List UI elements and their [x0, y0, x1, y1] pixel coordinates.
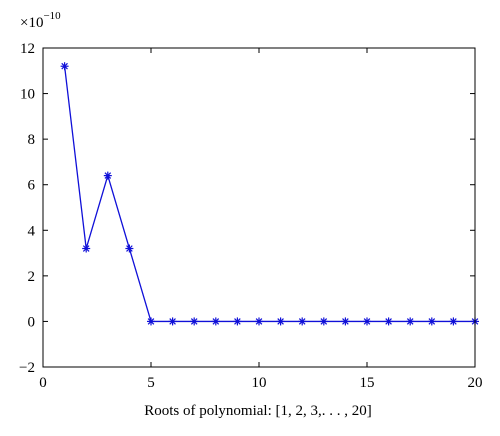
y-multiplier-base: ×10 [20, 15, 43, 31]
data-point [363, 317, 371, 326]
y-tick-label: 2 [28, 269, 36, 285]
data-point [211, 317, 220, 326]
x-axis-label: Roots of polynomial: [1, 2, 3,. . . , 20… [144, 403, 372, 419]
data-point [384, 317, 393, 326]
data-point [168, 317, 177, 326]
data-point [190, 317, 199, 326]
data-point [233, 317, 242, 326]
x-tick-label: 0 [39, 375, 47, 391]
y-tick-label: 4 [28, 223, 36, 239]
y-tick-label: 0 [28, 314, 36, 330]
plot-frame [42, 47, 476, 368]
y-tick-label: −2 [19, 360, 35, 376]
y-axis-multiplier: ×10−10 [20, 10, 61, 31]
data-point [60, 62, 69, 71]
x-tick-label: 5 [147, 375, 155, 391]
y-tick-label: 10 [20, 87, 35, 103]
y-multiplier-exponent: −10 [43, 10, 61, 22]
data-point [406, 317, 415, 326]
data-point [341, 317, 350, 326]
data-point [82, 244, 91, 253]
data-point [125, 244, 134, 253]
y-tick-label: 6 [28, 178, 36, 194]
y-tick-label: 8 [28, 132, 36, 148]
axes-box [42, 47, 476, 368]
x-tick-label: 20 [468, 375, 483, 391]
y-tick-label: 12 [20, 41, 35, 57]
data-point [427, 317, 436, 326]
data-point [147, 317, 155, 326]
data-point [298, 317, 307, 326]
data-point [276, 317, 285, 326]
series [60, 62, 479, 326]
x-tick-label: 10 [252, 375, 267, 391]
x-tick-label: 15 [360, 375, 375, 391]
data-point [319, 317, 328, 326]
data-point [103, 171, 112, 180]
data-point [449, 317, 458, 326]
data-point [255, 317, 263, 326]
